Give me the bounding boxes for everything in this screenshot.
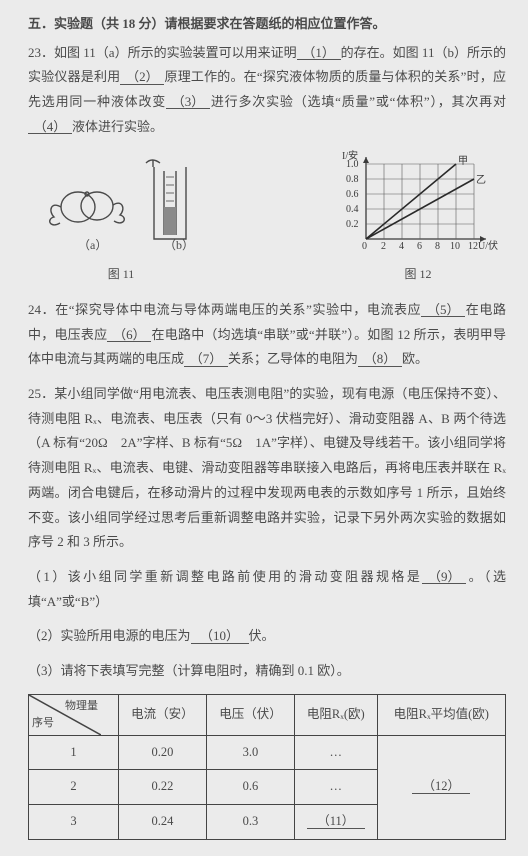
svg-text:2: 2 — [381, 241, 386, 252]
q23-t4: 进行多次实验（选填“质量”或“体积”），其次再对 — [210, 94, 506, 109]
th-ravg: 电阻Rₓ平均值(欧) — [377, 694, 505, 735]
cell-i: 0.22 — [118, 770, 206, 805]
cell-u: 0.3 — [206, 805, 294, 840]
question-25-p3: （3）请将下表填写完整（计算电阻时，精确到 0.1 欧）。 — [28, 659, 506, 684]
q23-t5: 液体进行实验。 — [72, 119, 163, 134]
blank-2: （2） — [120, 70, 164, 84]
fig12-series-yi: 乙 — [476, 174, 486, 186]
q25-num: 25． — [28, 386, 54, 401]
q23-num: 23． — [28, 45, 54, 60]
table-header-split: 物理量 序号 — [29, 695, 101, 735]
figure-11: （a） （b） 图 11 — [36, 157, 206, 286]
section-title: 五．实验题（共 18 分）请根据要求在答题纸的相应位置作答。 — [28, 12, 506, 37]
question-23: 23．如图 11（a）所示的实验装置可以用来证明（1）的存在。如图 11（b）所… — [28, 41, 506, 140]
svg-text:12: 12 — [468, 241, 478, 252]
q24-t5: 欧。 — [402, 351, 428, 366]
blank-1: （1） — [297, 46, 341, 60]
question-25: 25．某小组同学做“用电流表、电压表测电阻”的实验，现有电源（电压保持不变）、待… — [28, 382, 506, 555]
q25-p2b: 伏。 — [249, 628, 275, 643]
q25-p1a: （1）该小组同学重新调整电路前使用的滑动变阻器规格是 — [28, 569, 422, 584]
blank-3: （3） — [166, 95, 210, 109]
cell-r: … — [295, 770, 378, 805]
figure-12: I/安 0 — [338, 149, 498, 286]
blank-4: （4） — [28, 120, 72, 134]
blank-11: （11） — [307, 815, 365, 829]
blank-6: （6） — [107, 328, 151, 342]
cell-i: 0.24 — [118, 805, 206, 840]
svg-text:10: 10 — [450, 241, 460, 252]
svg-text:0: 0 — [362, 241, 367, 252]
q24-t4: 关系；乙导体的电阻为 — [228, 351, 358, 366]
svg-text:4: 4 — [399, 241, 404, 252]
figures-row: （a） （b） 图 11 — [28, 149, 506, 286]
fig11-a-label: （a） — [78, 238, 107, 252]
svg-text:0.2: 0.2 — [346, 219, 359, 230]
question-25-p1: （1）该小组同学重新调整电路前使用的滑动变阻器规格是（9）。（选填“A”或“B”… — [28, 565, 506, 614]
blank-12: （12） — [412, 780, 470, 794]
cell-u: 0.6 — [206, 770, 294, 805]
q23-t1: 如图 11（a）所示的实验装置可以用来证明 — [54, 45, 297, 60]
th-rx: 电阻Rₓ(欧) — [295, 694, 378, 735]
blank-5: （5） — [421, 303, 465, 317]
fig12-xlabel: U/伏 — [478, 239, 498, 252]
svg-text:0.6: 0.6 — [346, 189, 359, 200]
figure-11-svg: （a） （b） — [36, 157, 206, 261]
cell-r: （11） — [295, 805, 378, 840]
th-current: 电流（安） — [118, 694, 206, 735]
figure-12-svg: I/安 0 — [338, 149, 498, 261]
blank-10: （10） — [191, 629, 249, 643]
q24-t1: 在“探究导体中电流与导体两端电压的关系”实验中，电流表应 — [55, 302, 421, 317]
svg-text:0.8: 0.8 — [346, 174, 359, 185]
th-split-top: 物理量 — [65, 696, 98, 717]
blank-9: （9） — [422, 570, 466, 584]
fig12-series-jia: 甲 — [458, 156, 468, 167]
th-split-bot: 序号 — [32, 713, 54, 734]
blank-7: （7） — [184, 352, 228, 366]
svg-text:1.0: 1.0 — [346, 159, 359, 170]
cell-n: 3 — [29, 805, 119, 840]
fig12-caption: 图 12 — [338, 263, 498, 286]
th-voltage: 电压（伏） — [206, 694, 294, 735]
svg-text:8: 8 — [435, 241, 440, 252]
cell-n: 2 — [29, 770, 119, 805]
q24-num: 24． — [28, 302, 55, 317]
svg-text:6: 6 — [417, 241, 422, 252]
question-25-p2: （2）实验所用电源的电压为（10）伏。 — [28, 624, 506, 649]
q25-p2a: （2）实验所用电源的电压为 — [28, 628, 191, 643]
svg-text:0.4: 0.4 — [346, 204, 359, 215]
question-24: 24．在“探究导体中电流与导体两端电压的关系”实验中，电流表应（5）在电路中，电… — [28, 298, 506, 372]
q25-body: 某小组同学做“用电流表、电压表测电阻”的实验，现有电源（电压保持不变）、待测电阻… — [28, 386, 506, 549]
fig11-caption: 图 11 — [36, 263, 206, 286]
cell-avg: （12） — [377, 735, 505, 839]
data-table: 物理量 序号 电流（安） 电压（伏） 电阻Rₓ(欧) 电阻Rₓ平均值(欧) 1 … — [28, 694, 506, 840]
fig11-b-label: （b） — [164, 238, 194, 252]
blank-8: （8） — [358, 352, 402, 366]
